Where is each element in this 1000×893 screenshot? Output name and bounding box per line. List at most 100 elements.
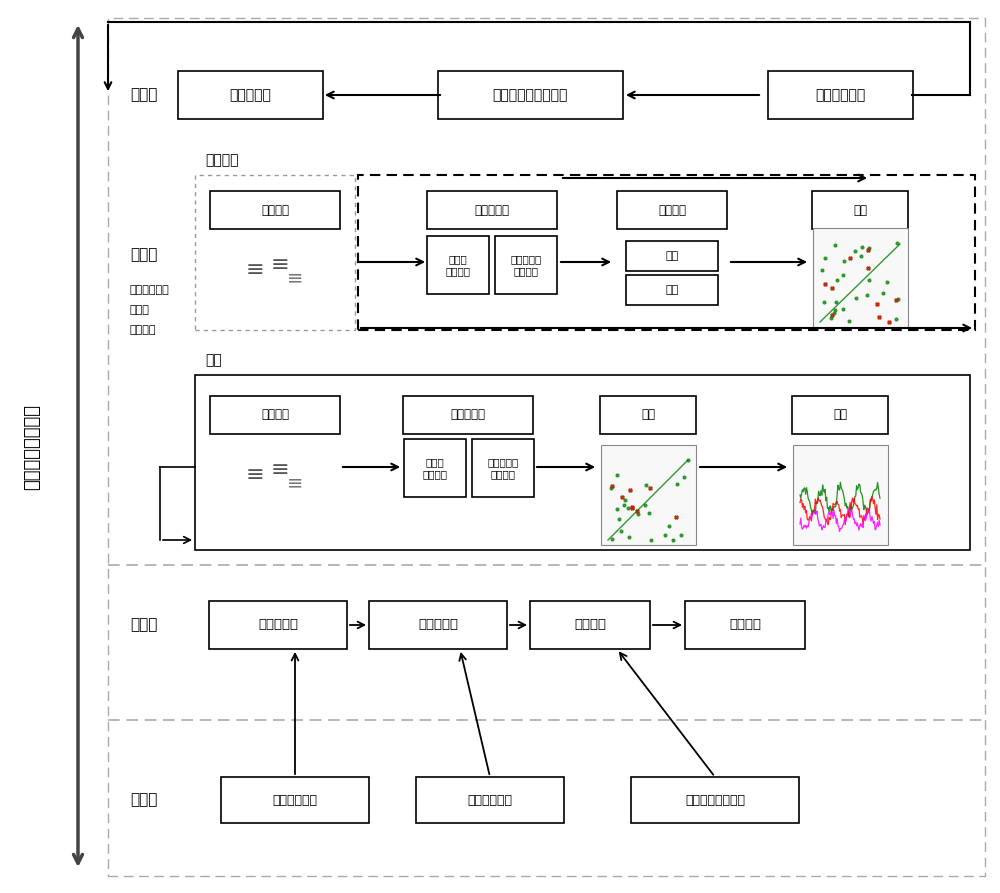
Text: 主成分分析
集群分析: 主成分分析 集群分析 bbox=[510, 254, 542, 276]
Point bbox=[624, 501, 640, 515]
Text: 为分析: 为分析 bbox=[130, 305, 150, 315]
Point bbox=[816, 295, 832, 309]
Point bbox=[869, 296, 885, 311]
FancyBboxPatch shape bbox=[812, 191, 908, 229]
FancyBboxPatch shape bbox=[209, 601, 347, 649]
Point bbox=[624, 499, 640, 513]
Point bbox=[817, 251, 833, 265]
Point bbox=[842, 251, 858, 265]
Point bbox=[871, 310, 887, 324]
Point bbox=[824, 308, 840, 322]
Point bbox=[629, 505, 645, 519]
Text: 人体姿态与行: 人体姿态与行 bbox=[130, 285, 170, 295]
Text: 模型: 模型 bbox=[641, 408, 655, 421]
Point bbox=[824, 308, 840, 322]
Point bbox=[889, 236, 905, 250]
Text: 过滤器
概要统计: 过滤器 概要统计 bbox=[446, 254, 471, 276]
Text: ≡: ≡ bbox=[271, 460, 289, 480]
Text: 视频数据接口: 视频数据接口 bbox=[272, 794, 318, 806]
FancyBboxPatch shape bbox=[685, 601, 805, 649]
FancyBboxPatch shape bbox=[416, 777, 564, 823]
Point bbox=[643, 533, 659, 547]
FancyBboxPatch shape bbox=[403, 396, 533, 434]
FancyBboxPatch shape bbox=[601, 445, 696, 545]
Text: ≡: ≡ bbox=[246, 465, 264, 485]
Text: 监督学习: 监督学习 bbox=[658, 204, 686, 216]
Point bbox=[890, 292, 906, 306]
FancyBboxPatch shape bbox=[792, 396, 888, 434]
Point bbox=[624, 499, 640, 513]
Point bbox=[847, 244, 863, 258]
Text: 任务定义: 任务定义 bbox=[729, 619, 761, 631]
Point bbox=[657, 529, 673, 543]
Point bbox=[824, 281, 840, 296]
Point bbox=[622, 482, 638, 497]
Point bbox=[676, 470, 692, 484]
Point bbox=[860, 261, 876, 275]
Point bbox=[859, 288, 875, 303]
Point bbox=[637, 497, 653, 512]
FancyBboxPatch shape bbox=[617, 191, 727, 229]
FancyBboxPatch shape bbox=[221, 777, 369, 823]
Text: 传感器融合: 传感器融合 bbox=[258, 619, 298, 631]
Point bbox=[860, 242, 876, 256]
Text: ≡: ≡ bbox=[287, 473, 303, 493]
Point bbox=[875, 286, 891, 300]
Text: 人体健康数据接口: 人体健康数据接口 bbox=[685, 794, 745, 806]
FancyBboxPatch shape bbox=[404, 439, 466, 497]
Text: 回归: 回归 bbox=[665, 285, 679, 295]
Point bbox=[669, 477, 685, 491]
Point bbox=[817, 277, 833, 291]
Point bbox=[817, 277, 833, 291]
Point bbox=[609, 502, 625, 516]
Point bbox=[861, 273, 877, 288]
Point bbox=[861, 241, 877, 255]
Point bbox=[641, 505, 657, 520]
FancyBboxPatch shape bbox=[495, 236, 557, 294]
Point bbox=[613, 523, 629, 538]
Text: 数字孪生系统架构: 数字孪生系统架构 bbox=[23, 404, 41, 489]
Point bbox=[611, 513, 627, 527]
Text: ≡: ≡ bbox=[287, 269, 303, 288]
Text: 场景数据接口: 场景数据接口 bbox=[468, 794, 512, 806]
Text: 预测: 预测 bbox=[833, 408, 847, 421]
Point bbox=[854, 240, 870, 255]
Point bbox=[680, 453, 696, 467]
Point bbox=[604, 479, 620, 493]
FancyBboxPatch shape bbox=[626, 275, 718, 305]
Point bbox=[661, 519, 677, 533]
Point bbox=[630, 507, 646, 522]
Point bbox=[860, 242, 876, 256]
FancyBboxPatch shape bbox=[210, 191, 340, 229]
Text: 实时数据: 实时数据 bbox=[261, 408, 289, 421]
Point bbox=[621, 530, 637, 545]
Text: 数据预处理: 数据预处理 bbox=[475, 204, 510, 216]
Point bbox=[620, 501, 636, 515]
Point bbox=[823, 311, 839, 325]
Point bbox=[848, 291, 864, 305]
Text: 场景重构: 场景重构 bbox=[574, 619, 606, 631]
Text: 分类: 分类 bbox=[665, 251, 679, 261]
Point bbox=[824, 281, 840, 296]
Text: 预警与报警: 预警与报警 bbox=[229, 88, 271, 102]
Text: ≡: ≡ bbox=[271, 255, 289, 275]
Text: 人物与场景数字孪生: 人物与场景数字孪生 bbox=[492, 88, 568, 102]
Text: 应用层: 应用层 bbox=[130, 88, 157, 103]
Point bbox=[888, 293, 904, 307]
Point bbox=[829, 272, 845, 287]
FancyBboxPatch shape bbox=[600, 396, 696, 434]
Point bbox=[826, 306, 842, 321]
Point bbox=[642, 480, 658, 495]
FancyBboxPatch shape bbox=[472, 439, 534, 497]
Point bbox=[827, 303, 843, 317]
Point bbox=[642, 480, 658, 495]
FancyBboxPatch shape bbox=[210, 396, 340, 434]
Point bbox=[616, 497, 632, 512]
Point bbox=[614, 489, 630, 504]
Point bbox=[668, 510, 684, 524]
Point bbox=[860, 261, 876, 275]
Text: 数据预处理: 数据预处理 bbox=[450, 408, 486, 421]
Point bbox=[603, 481, 619, 496]
Point bbox=[835, 268, 851, 282]
Point bbox=[871, 310, 887, 324]
